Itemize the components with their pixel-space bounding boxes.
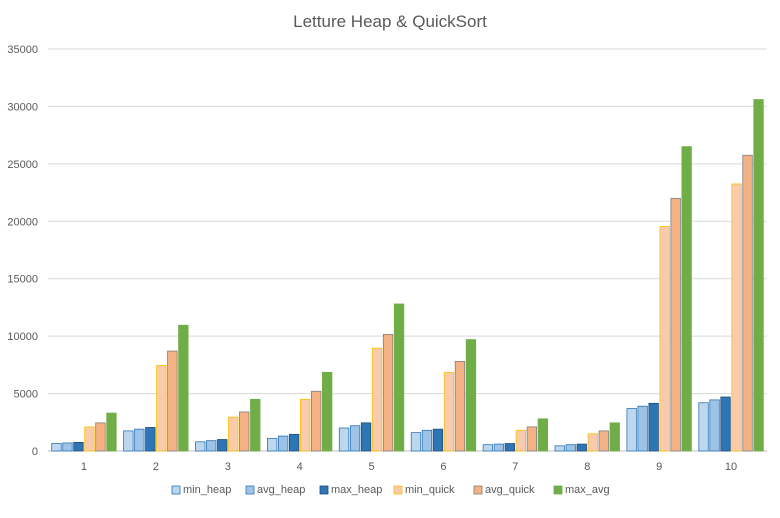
- bar-min_quick-9: [659, 226, 670, 452]
- bar-avg_heap-6: [421, 429, 433, 452]
- bar-max_avg-1: [106, 412, 117, 452]
- bar-avg_heap-10: [709, 399, 720, 452]
- bar-max_heap-9: [648, 402, 659, 452]
- bar-min_heap-2: [123, 430, 134, 452]
- bar-min_heap-1: [51, 443, 62, 452]
- bar-avg_quick-2: [167, 350, 178, 452]
- bar-min_heap-6: [410, 432, 422, 452]
- x-tick-label: 5: [368, 461, 374, 473]
- bar-avg_heap-7: [493, 443, 505, 452]
- y-tick-label: 15000: [7, 274, 38, 286]
- bar-max_avg-6: [465, 339, 477, 452]
- legend-label-min_heap: min_heap: [183, 484, 231, 496]
- bar-min_quick-8: [587, 433, 598, 452]
- x-axis: 1 2 3 4 5 6 7 8 9 10: [81, 461, 737, 473]
- legend-swatch-avg_quick: [473, 485, 483, 495]
- bar-max_avg-2: [178, 324, 189, 452]
- x-tick-label: 8: [584, 461, 590, 473]
- x-tick-label: 9: [656, 461, 662, 473]
- legend-swatch-min_quick: [393, 485, 403, 495]
- legend-label-max_heap: max_heap: [331, 484, 382, 496]
- bar-min_quick-5: [371, 347, 383, 452]
- x-tick-label: 7: [512, 461, 518, 473]
- bar-avg_heap-2: [134, 428, 145, 452]
- x-tick-label: 3: [225, 461, 231, 473]
- legend: min_heap avg_heap max_heap min_quick avg_qui…: [171, 484, 610, 496]
- bar-min_heap-10: [698, 402, 709, 452]
- bar-avg_quick-4: [310, 390, 322, 452]
- legend-label-max_avg: max_avg: [565, 484, 610, 496]
- bar-avg_quick-9: [670, 197, 681, 452]
- chart-title: Letture Heap & QuickSort: [293, 12, 487, 31]
- legend-swatch-min_heap: [171, 485, 181, 495]
- bar-avg_heap-9: [637, 405, 648, 452]
- bar-avg_quick-8: [598, 430, 609, 452]
- x-tick-label: 10: [725, 461, 737, 473]
- legend-label-avg_quick: avg_quick: [485, 484, 535, 496]
- bar-max_avg-9: [681, 146, 692, 452]
- bar-avg_quick-3: [239, 411, 250, 452]
- y-tick-label: 10000: [7, 331, 38, 343]
- bar-max_heap-1: [73, 441, 84, 452]
- bar-max_avg-5: [393, 303, 405, 452]
- y-tick-label: 25000: [7, 159, 38, 171]
- bar-avg_quick-6: [454, 361, 466, 452]
- bar-min_quick-3: [228, 416, 239, 452]
- bars: [51, 99, 764, 452]
- bar-avg_heap-4: [277, 435, 289, 452]
- legend-swatch-avg_heap: [245, 485, 255, 495]
- bar-min_heap-5: [338, 427, 350, 452]
- bar-avg_quick-1: [95, 422, 106, 452]
- bar-min_quick-1: [84, 426, 95, 452]
- y-tick-label: 0: [32, 446, 38, 458]
- bar-avg_heap-1: [62, 442, 73, 452]
- bar-max_avg-7: [537, 418, 548, 452]
- bar-avg_quick-7: [526, 426, 537, 452]
- bar-min_heap-3: [195, 441, 206, 452]
- bar-avg_quick-10: [742, 154, 753, 452]
- x-tick-label: 1: [81, 461, 87, 473]
- bar-min_heap-7: [482, 444, 494, 452]
- x-tick-label: 4: [297, 461, 303, 473]
- y-axis: 0 5000 10000 15000 20000 25000 30000 35000: [7, 44, 38, 458]
- legend-swatch-max_heap: [319, 485, 329, 495]
- bar-min_quick-4: [299, 398, 311, 452]
- bar-max_heap-6: [432, 428, 444, 452]
- y-tick-label: 5000: [14, 389, 38, 401]
- bar-max_heap-5: [360, 422, 372, 452]
- bar-avg_quick-5: [382, 334, 394, 452]
- gridlines: [48, 48, 767, 452]
- bar-min_heap-9: [626, 408, 637, 452]
- bar-max_avg-3: [250, 398, 261, 452]
- y-tick-label: 35000: [7, 44, 38, 56]
- bar-avg_heap-3: [206, 440, 217, 452]
- bar-max_heap-4: [288, 433, 300, 452]
- legend-swatch-max_avg: [553, 485, 563, 495]
- bar-max_avg-8: [609, 422, 620, 452]
- bar-avg_heap-5: [349, 425, 361, 452]
- bar-min_quick-6: [443, 371, 455, 452]
- bar-min_quick-2: [156, 365, 167, 452]
- x-tick-label: 2: [153, 461, 159, 473]
- bar-max_avg-10: [753, 99, 764, 452]
- bar-max_heap-2: [145, 427, 156, 452]
- legend-label-min_quick: min_quick: [405, 484, 455, 496]
- x-tick-label: 6: [440, 461, 446, 473]
- bar-min_heap-8: [554, 445, 565, 452]
- bar-min_heap-4: [266, 437, 278, 452]
- bar-max_heap-7: [504, 443, 516, 452]
- y-tick-label: 30000: [7, 101, 38, 113]
- bar-max_heap-3: [217, 439, 228, 452]
- bar-min_quick-10: [731, 183, 742, 452]
- bar-avg_heap-8: [565, 444, 576, 452]
- bar-max_heap-8: [576, 443, 587, 452]
- legend-label-avg_heap: avg_heap: [257, 484, 305, 496]
- y-tick-label: 20000: [7, 216, 38, 228]
- bar-max_avg-4: [321, 371, 333, 452]
- bar-min_quick-7: [515, 429, 526, 452]
- bar-max_heap-10: [720, 396, 731, 452]
